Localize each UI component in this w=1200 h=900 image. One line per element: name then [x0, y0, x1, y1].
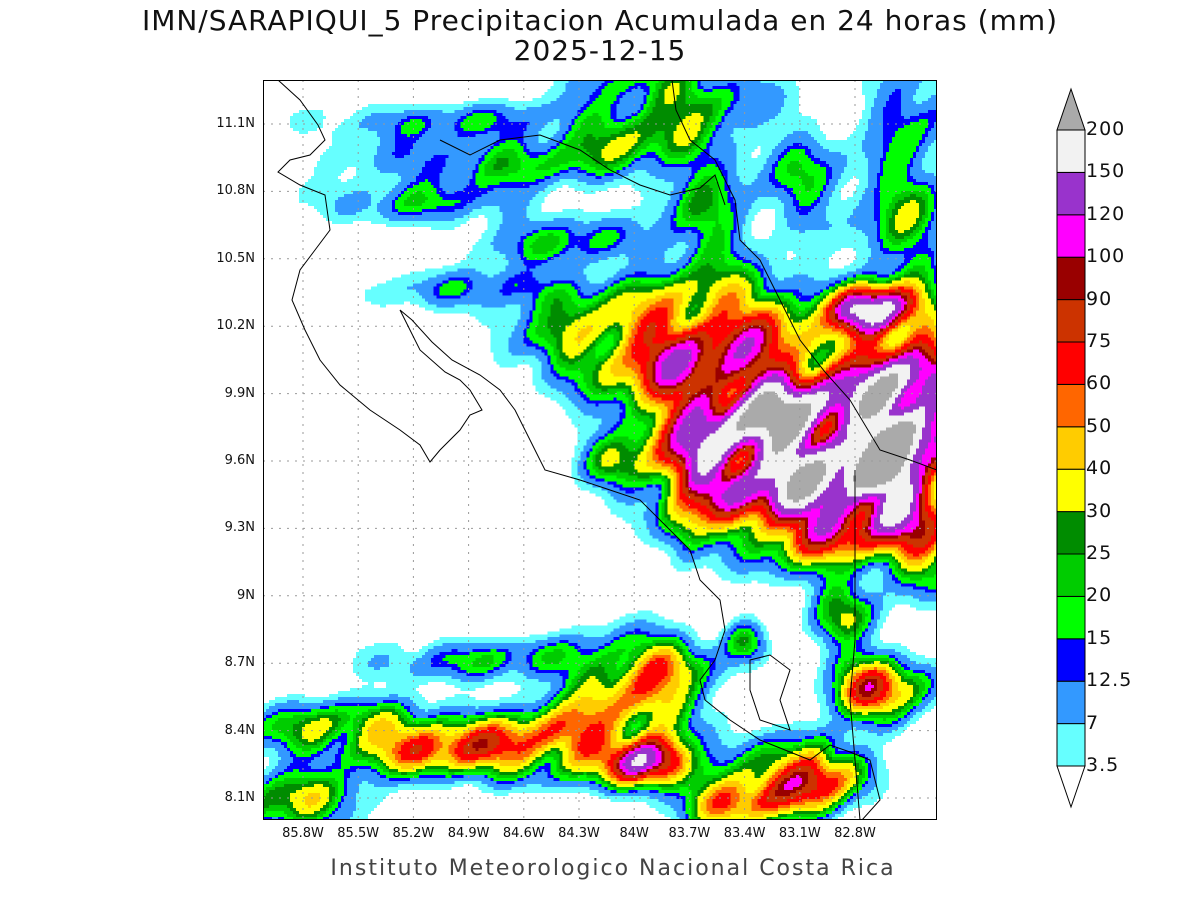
colorbar-level-label: 3.5 — [1086, 754, 1120, 776]
colorbar-level-label: 60 — [1086, 372, 1113, 395]
map-overlay — [263, 80, 937, 820]
footer-credit: Instituto Meteorologico Nacional Costa R… — [330, 856, 896, 881]
lon-tick-label: 85.5W — [337, 826, 380, 841]
lat-tick-label: 8.1N — [224, 790, 255, 805]
lon-tick-label: 85.2W — [392, 826, 435, 841]
colorbar-level-label: 30 — [1086, 499, 1113, 522]
colorbar-swatch — [1056, 468, 1086, 513]
precipitation-field — [263, 80, 937, 820]
precipitation-map — [263, 80, 937, 820]
colorbar-under-arrow — [1056, 765, 1086, 809]
colorbar-swatch — [1056, 553, 1086, 597]
colorbar-level-label: 15 — [1086, 626, 1113, 649]
colorbar-swatch — [1056, 256, 1086, 301]
pacific-coastline — [277, 80, 881, 820]
lon-tick-label: 84.6W — [502, 826, 545, 841]
caribbean-coastline — [671, 80, 937, 471]
colorbar — [1056, 87, 1086, 809]
colorbar-level-label: 40 — [1086, 457, 1113, 480]
colorbar-level-label: 50 — [1086, 414, 1113, 437]
colorbar-swatch — [1056, 595, 1086, 640]
colorbar-level-label: 75 — [1086, 330, 1113, 352]
colorbar-swatch — [1056, 341, 1086, 385]
lat-tick-label: 9.9N — [224, 385, 255, 401]
lat-tick-label: 11.1N — [216, 116, 255, 131]
lat-tick-label: 8.4N — [224, 722, 255, 738]
lon-tick-label: 83.4W — [723, 826, 766, 841]
lon-tick-label: 83.7W — [668, 826, 711, 841]
colorbar-swatch — [1056, 171, 1086, 216]
colorbar-level-label: 12.5 — [1086, 669, 1133, 692]
colorbar-swatch — [1056, 723, 1086, 767]
colorbar-level-label: 100 — [1086, 245, 1126, 268]
colorbar-swatch — [1056, 299, 1086, 343]
colorbar-swatch — [1056, 511, 1086, 555]
lon-tick-label: 84W — [619, 826, 649, 841]
map-title: IMN/SARAPIQUI_5 Precipitacion Acumulada … — [141, 4, 1059, 37]
colorbar-swatch — [1056, 129, 1086, 173]
colorbar-level-label: 200 — [1086, 118, 1126, 140]
lon-tick-label: 83.1W — [778, 826, 821, 841]
colorbar-over-arrow — [1056, 87, 1086, 131]
lon-tick-label: 82.8W — [834, 826, 876, 841]
lon-tick-label: 84.3W — [558, 826, 600, 841]
lat-tick-label: 9.3N — [224, 520, 255, 536]
panama-border — [849, 470, 861, 820]
lat-tick-label: 9N — [237, 587, 255, 603]
lon-tick-label: 84.9W — [447, 826, 490, 841]
colorbar-swatch — [1056, 214, 1086, 258]
colorbar-level-label: 20 — [1086, 584, 1113, 607]
lat-tick-label: 8.7N — [224, 655, 255, 671]
peninsula-coastline — [749, 654, 791, 731]
lat-tick-label: 10.8N — [216, 183, 255, 199]
colorbar-swatch — [1056, 426, 1086, 470]
colorbar-swatch — [1056, 680, 1086, 725]
colorbar-swatch — [1056, 383, 1086, 428]
nicaragua-border — [439, 134, 726, 206]
colorbar-level-label: 7 — [1086, 711, 1100, 734]
lat-tick-label: 10.2N — [216, 318, 255, 334]
colorbar-level-label: 150 — [1086, 160, 1126, 183]
map-date: 2025-12-15 — [513, 34, 687, 67]
lat-tick-label: 9.6N — [224, 453, 255, 468]
colorbar-level-label: 90 — [1086, 287, 1113, 310]
map-frame — [263, 80, 937, 820]
colorbar-swatch — [1056, 638, 1086, 682]
colorbar-level-label: 25 — [1086, 542, 1113, 564]
lat-tick-label: 10.5N — [216, 250, 255, 266]
colorbar-level-label: 120 — [1086, 202, 1126, 225]
lon-tick-label: 85.8W — [282, 826, 324, 841]
